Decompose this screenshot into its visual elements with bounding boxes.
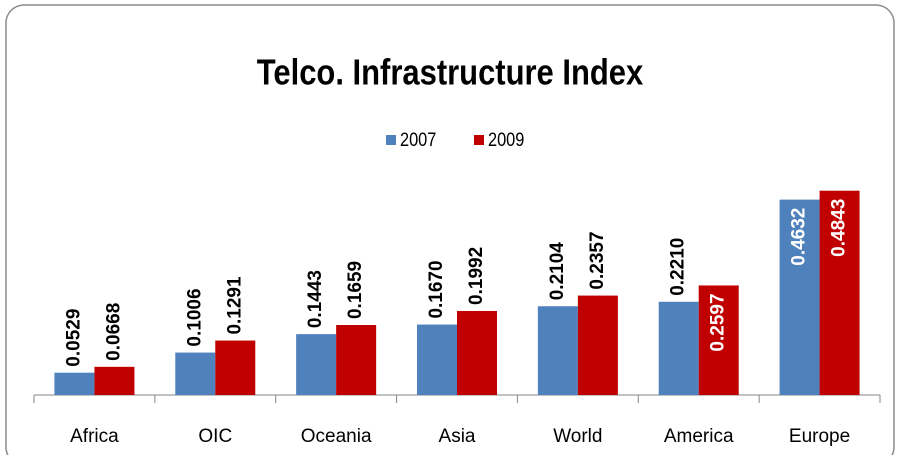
value-label: 0.2357 <box>587 231 608 289</box>
value-label: 0.0668 <box>103 303 124 361</box>
x-tick-label: Oceania <box>301 426 372 447</box>
bar <box>457 310 497 395</box>
value-label: 0.2210 <box>668 238 689 296</box>
bar <box>215 340 256 395</box>
chart-title: Telco. Infrastructure Index <box>257 53 644 93</box>
bar <box>658 301 699 395</box>
value-label: 0.1992 <box>466 247 487 305</box>
x-tick-label: Europe <box>789 426 850 447</box>
x-tick-label: World <box>553 426 602 447</box>
x-tick-label: OIC <box>198 426 232 447</box>
bar <box>779 199 820 395</box>
bar <box>94 366 135 395</box>
bar <box>819 190 860 395</box>
bar <box>336 325 377 395</box>
value-label: 0.0529 <box>63 309 84 367</box>
bar <box>698 285 739 395</box>
bar <box>175 352 216 395</box>
value-label: 0.1443 <box>305 270 326 328</box>
legend-swatch <box>386 135 396 145</box>
legend-swatch <box>474 135 484 145</box>
value-label: 0.2597 <box>708 293 729 351</box>
value-label: 0.1659 <box>345 261 366 319</box>
bar <box>417 324 457 395</box>
bar <box>54 372 95 395</box>
value-label: 0.1670 <box>426 260 447 318</box>
bar <box>296 334 337 395</box>
value-label: 0.4843 <box>829 199 850 257</box>
value-label: 0.1291 <box>224 276 245 335</box>
x-tick-label: Asia <box>439 426 476 447</box>
value-label: 0.4632 <box>789 208 810 266</box>
bar <box>537 306 578 395</box>
x-tick-label: America <box>664 426 734 447</box>
legend-label: 2007 <box>400 129 436 150</box>
value-label: 0.2104 <box>547 242 568 301</box>
value-label: 0.1006 <box>184 288 205 346</box>
legend-label: 2009 <box>488 129 524 150</box>
x-tick-label: Africa <box>70 426 119 447</box>
bar <box>577 295 618 395</box>
